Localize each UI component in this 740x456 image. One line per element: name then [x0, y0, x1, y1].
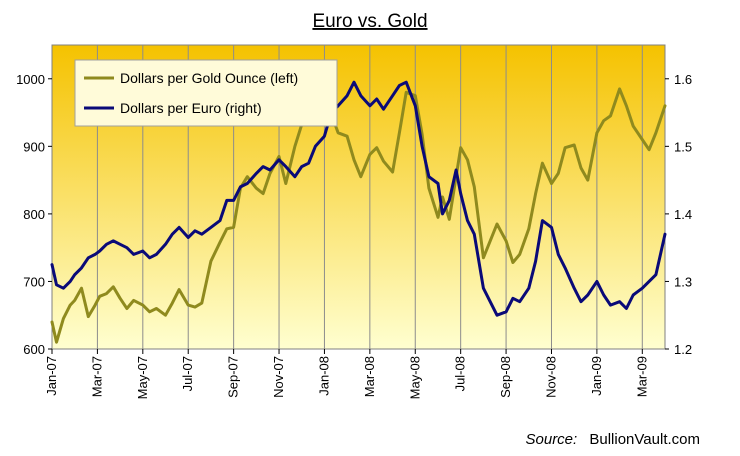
legend: Dollars per Gold Ounce (left) Dollars pe…	[74, 59, 338, 127]
series-lines	[50, 73, 667, 344]
chart-title: Euro vs. Gold	[312, 11, 427, 32]
source-name: BullionVault.com	[589, 431, 700, 448]
x-tick-label: Sep-07	[226, 356, 241, 398]
source-note: Source: BullionVault.com	[526, 431, 701, 448]
y-left-tick-label: 900	[23, 139, 45, 154]
legend-label-gold: Dollars per Gold Ounce (left)	[120, 70, 298, 86]
y-right-tick-label: 1.3	[674, 274, 692, 289]
euro-rate-line	[50, 80, 667, 317]
x-tick-label: Jul-07	[180, 356, 195, 391]
x-tick-label: Nov-08	[543, 356, 558, 398]
y-right-tick-label: 1.4	[674, 207, 692, 222]
y-left-tick-label: 800	[23, 207, 45, 222]
y-left-tick-label: 600	[23, 342, 45, 357]
y-right-tick-label: 1.6	[674, 72, 692, 87]
x-tick-label: May-07	[135, 356, 150, 399]
y-right-tick-label: 1.2	[674, 342, 692, 357]
y-left-tick-label: 700	[23, 274, 45, 289]
x-tick-label: Mar-09	[634, 356, 649, 397]
gold-price-line	[50, 73, 667, 344]
x-tick-label: Jan-08	[316, 356, 331, 396]
y-right-tick-label: 1.5	[674, 139, 692, 154]
x-tick-label: Nov-07	[271, 356, 286, 398]
source-label: Source:	[526, 431, 578, 448]
x-tick-label: Mar-08	[362, 356, 377, 397]
x-tick-label: May-08	[407, 356, 422, 399]
legend-box	[74, 59, 338, 127]
x-tick-label: Jan-07	[44, 356, 59, 396]
legend-label-euro: Dollars per Euro (right)	[120, 100, 262, 116]
x-tick-label: Jul-08	[453, 356, 468, 391]
y-left-tick-label: 1000	[16, 72, 45, 87]
x-tick-label: Mar-07	[89, 356, 104, 397]
x-tick-label: Sep-08	[498, 356, 513, 398]
x-tick-label: Jan-09	[589, 356, 604, 396]
axes: Jan-07 Mar-07 May-07 Jul-07 Sep-07 Nov-07 Jan-…	[16, 72, 692, 400]
